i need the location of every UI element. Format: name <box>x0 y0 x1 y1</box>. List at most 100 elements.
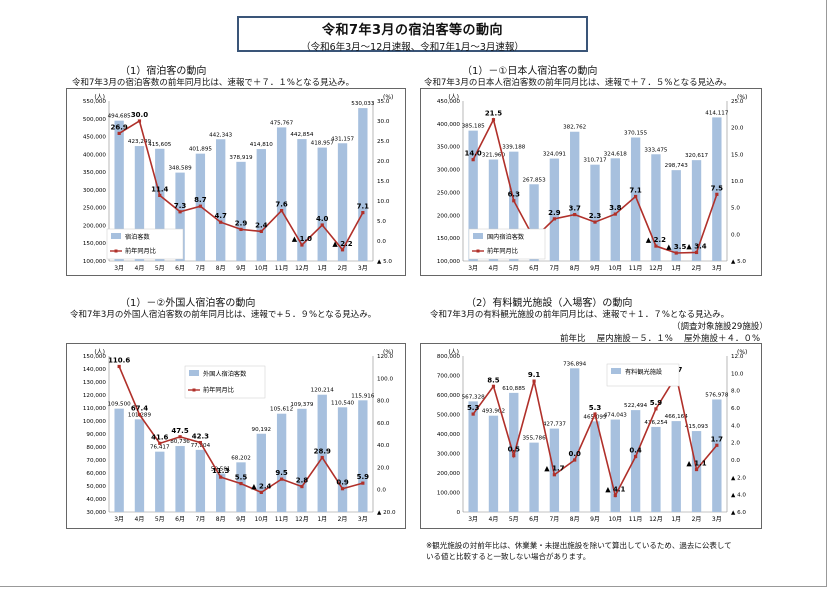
yoy-point <box>491 118 496 122</box>
y-tick-label: 450,000 <box>83 135 107 141</box>
bar-value-label: 427,737 <box>543 422 567 428</box>
yoy-point <box>573 213 577 217</box>
y-tick-label: 550,000 <box>83 99 107 105</box>
bar-value-label: 576,978 <box>705 392 729 398</box>
x-tick-label: 5月 <box>509 516 519 523</box>
yoy-point <box>552 217 556 221</box>
bar-value-label: 115,916 <box>351 393 375 399</box>
panel4-survey-count: （調査対象施設29施設） <box>672 322 768 332</box>
yoy-value-label: 0.9 <box>336 479 349 487</box>
x-tick-label: 1月 <box>317 265 327 272</box>
yoy-point <box>158 193 162 197</box>
y2-tick-label: ▲ 6.0 <box>731 510 746 516</box>
footnote-line-1: ※観光施設の対前年比は、休業業・未提出施設を除いて算出しているため、過去に公表し… <box>426 541 732 550</box>
y2-tick-label: 80.0 <box>377 399 390 405</box>
chart-panel-1: (人) (%) 100,000 150,000 200,000 250,000 300,00… <box>66 88 406 276</box>
yoy-value-label: ▲ 1.1 <box>686 460 706 468</box>
bar <box>691 431 702 512</box>
y2-tick-label: 20.0 <box>377 465 390 471</box>
yoy-value-label: 4.7 <box>214 212 227 220</box>
x-tick-label: 10月 <box>608 265 622 272</box>
legend-line-marker <box>114 249 118 253</box>
bar <box>195 449 206 512</box>
bar-value-label: 90,192 <box>252 427 272 433</box>
bar <box>509 151 519 261</box>
yoy-value-label: ▲ 2.4 <box>251 482 271 490</box>
yoy-value-label: 8.5 <box>487 376 500 384</box>
y2-tick-label: 6.0 <box>731 406 740 412</box>
bar-value-label: 423,249 <box>128 139 152 145</box>
yoy-point <box>593 220 597 224</box>
bar-value-label: 610,885 <box>502 386 526 392</box>
x-tick-label: 12月 <box>649 265 663 272</box>
y-tick-label: 120,000 <box>83 393 107 399</box>
report-title: 令和7年3月の宿泊客等の動向 <box>321 23 504 38</box>
bar-value-label: 321,960 <box>482 153 506 159</box>
yoy-value-label: 7.6 <box>275 201 288 209</box>
y-tick-label: 200,000 <box>437 471 461 477</box>
bar-value-label: 431,157 <box>331 136 355 142</box>
yoy-value-label: 67.4 <box>131 405 148 413</box>
y-tick-label: 40,000 <box>86 497 106 503</box>
yoy-value-label: 1.7 <box>711 435 724 443</box>
bar-value-label: 110,540 <box>331 400 355 406</box>
bar-value-label: 348,589 <box>169 166 193 172</box>
yoy-value-label: 9.5 <box>275 469 288 477</box>
bar <box>317 394 327 512</box>
bar-value-label: 530,033 <box>351 101 375 107</box>
bar-value-label: 120,214 <box>311 388 335 394</box>
y-tick-label: 450,000 <box>437 99 461 105</box>
chart-foreign-guests: (人) (%) 30,000 40,000 50,000 60,000 70,000 80,0… <box>83 349 396 523</box>
yoy-point <box>512 199 516 203</box>
x-tick-label: 8月 <box>570 516 580 523</box>
bar <box>610 158 620 261</box>
bar-value-label: 355,786 <box>523 436 547 442</box>
yoy-value-label: 2.9 <box>235 219 248 227</box>
legend-box <box>184 365 266 399</box>
bar <box>590 164 600 261</box>
y-tick-label: 700,000 <box>437 374 461 380</box>
yoy-point <box>340 248 345 252</box>
y2-tick-label: 35.0 <box>377 99 390 105</box>
y2-tick-label: 15.0 <box>377 179 390 185</box>
yoy-point <box>552 473 556 477</box>
yoy-point <box>280 209 284 213</box>
bar <box>114 408 124 512</box>
y-tick-label: 200,000 <box>437 213 461 219</box>
x-tick-label: 12月 <box>295 265 309 272</box>
y2-tick-label: ▲ 4.0 <box>731 493 746 499</box>
yoy-point <box>178 435 182 439</box>
yoy-value-label: 5.9 <box>357 473 370 481</box>
bar-value-label: 59,581 <box>211 467 231 473</box>
y-tick-label: 250,000 <box>437 190 461 196</box>
bar <box>630 137 641 261</box>
bar-value-label: 298,743 <box>665 163 689 169</box>
y-axis-unit: (人) <box>94 349 105 356</box>
legend-bar-label: 外国人宿泊客数 <box>203 370 247 378</box>
bar-value-label: 436,254 <box>644 420 668 426</box>
legend-line-marker <box>192 388 196 392</box>
y2-tick-label: 60.0 <box>377 421 390 427</box>
yoy-value-label: 0.5 <box>508 446 521 454</box>
yoy-point <box>320 223 324 227</box>
bar <box>134 146 145 261</box>
bar-value-label: 267,853 <box>523 177 547 183</box>
x-tick-label: 5月 <box>155 265 165 272</box>
bar-value-label: 339,188 <box>502 145 526 151</box>
x-tick-label: 3月 <box>712 516 722 523</box>
panel1-desc: 令和7年3月の宿泊客数の前年同月比は、速報で＋７．１%となる見込み。 <box>72 78 355 88</box>
legend-bar-swatch <box>111 233 121 239</box>
y-tick-label: 800,000 <box>437 354 461 360</box>
yoy-point <box>361 481 365 485</box>
y-tick-label: 350,000 <box>437 145 461 151</box>
x-tick-label: 3月 <box>358 265 368 272</box>
bar-value-label: 76,417 <box>150 445 170 451</box>
bar-value-label: 324,091 <box>543 152 567 158</box>
bar <box>297 139 307 261</box>
yoy-value-label: 30.0 <box>131 111 148 119</box>
y2-tick-label: 10.0 <box>731 371 744 377</box>
y-tick-label: 0 <box>456 510 460 516</box>
x-tick-label: 4月 <box>489 265 499 272</box>
bar-value-label: 466,164 <box>665 414 689 420</box>
